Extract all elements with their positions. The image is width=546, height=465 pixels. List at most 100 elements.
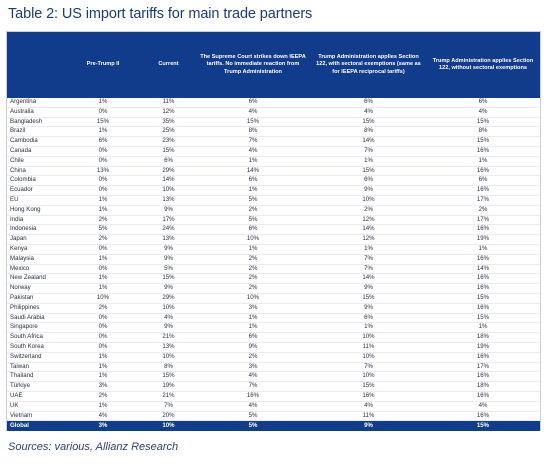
cell-sec122-exempt: 10% [311, 352, 426, 363]
cell-sec122-no-exempt: 15% [426, 136, 540, 147]
cell-scotus: 2% [195, 254, 311, 265]
cell-pre-trump: 0% [64, 107, 142, 118]
cell-current: 15% [142, 371, 195, 383]
cell-country: Saudi Arabia [7, 313, 64, 324]
table-row: Vietnam 4% 20% 5% 11% 16% [7, 411, 540, 422]
table-row: Indonesia 5% 24% 6% 14% 16% [7, 224, 540, 236]
cell-country: Colombia [7, 175, 64, 187]
cell-scotus: 6% [195, 224, 311, 236]
cell-scotus: 3% [195, 362, 311, 373]
cell-pre-trump: 0% [64, 156, 142, 167]
table-row: Ecuador 0% 10% 1% 9% 16% [7, 185, 540, 196]
cell-current: 15% [142, 273, 195, 285]
cell-sec122-no-exempt: 4% [426, 107, 540, 118]
table-row: Mexico 0% 5% 2% 7% 14% [7, 264, 540, 275]
cell-pre-trump: 2% [64, 303, 142, 314]
cell-pre-trump: 1% [64, 254, 142, 265]
cell-scotus: 6% [195, 332, 311, 343]
cell-sec122-no-exempt: 16% [426, 283, 540, 294]
cell-sec122-exempt: 4% [311, 107, 426, 118]
cell-current: 10% [142, 352, 195, 363]
cell-sec122-exempt: 1% [311, 156, 426, 167]
total-cell-sec122-no-exempt: 15% [426, 420, 540, 431]
cell-scotus: 4% [195, 371, 311, 383]
cell-country: UAE [7, 391, 64, 402]
cell-current: 5% [142, 264, 195, 275]
cell-country: Cambodia [7, 136, 64, 147]
table-row: UAE 2% 21% 16% 16% 16% [7, 391, 540, 402]
cell-sec122-exempt: 6% [311, 98, 426, 108]
cell-sec122-exempt: 2% [311, 205, 426, 216]
cell-scotus: 14% [195, 166, 311, 177]
cell-sec122-exempt: 6% [311, 313, 426, 324]
cell-country: New Zealand [7, 273, 64, 285]
cell-sec122-exempt: 15% [311, 293, 426, 304]
cell-current: 24% [142, 224, 195, 236]
cell-current: 13% [142, 234, 195, 245]
table-row: Argentina 1% 11% 6% 6% 6% [7, 98, 540, 108]
cell-country: Mexico [7, 264, 64, 275]
table-row: UK 1% 7% 4% 4% 4% [7, 401, 540, 412]
cell-sec122-no-exempt: 16% [426, 185, 540, 196]
cell-sec122-exempt: 10% [311, 195, 426, 206]
table-row: Bangladesh 15% 35% 15% 15% 15% [7, 117, 540, 128]
cell-sec122-exempt: 14% [311, 136, 426, 147]
table-row: EU 1% 13% 5% 10% 17% [7, 195, 540, 206]
cell-scotus: 2% [195, 205, 311, 216]
cell-sec122-no-exempt: 16% [426, 371, 540, 383]
cell-country: Taiwan [7, 362, 64, 373]
header-section-122-exemptions: Trump Administration applies Section 122… [311, 32, 426, 98]
table-row: Thailand 1% 15% 4% 10% 16% [7, 371, 540, 383]
cell-sec122-no-exempt: 4% [426, 401, 540, 412]
cell-country: Singapore [7, 322, 64, 334]
cell-country: Kenya [7, 244, 64, 255]
total-cell-current: 10% [142, 420, 195, 431]
cell-scotus: 5% [195, 215, 311, 226]
cell-current: 15% [142, 146, 195, 157]
cell-pre-trump: 2% [64, 391, 142, 402]
cell-sec122-exempt: 8% [311, 126, 426, 138]
cell-scotus: 1% [195, 244, 311, 255]
cell-sec122-no-exempt: 1% [426, 244, 540, 255]
cell-sec122-exempt: 1% [311, 322, 426, 334]
cell-sec122-no-exempt: 15% [426, 313, 540, 324]
cell-current: 9% [142, 244, 195, 255]
cell-current: 21% [142, 391, 195, 402]
cell-sec122-no-exempt: 8% [426, 126, 540, 138]
cell-current: 10% [142, 303, 195, 314]
cell-current: 6% [142, 156, 195, 167]
table-row: Australia 0% 12% 4% 4% 4% [7, 107, 540, 118]
cell-pre-trump: 15% [64, 117, 142, 128]
total-row: Global 3% 10% 5% 9% 15% [7, 420, 540, 431]
header-country [7, 32, 64, 98]
cell-pre-trump: 0% [64, 185, 142, 196]
cell-current: 13% [142, 195, 195, 206]
total-cell-pre-trump: 3% [64, 420, 142, 431]
cell-scotus: 1% [195, 313, 311, 324]
table-row: Chile 0% 6% 1% 1% 1% [7, 156, 540, 167]
table-row: Kenya 0% 9% 1% 1% 1% [7, 244, 540, 255]
cell-sec122-exempt: 16% [311, 391, 426, 402]
total-cell-sec122-exempt: 9% [311, 420, 426, 431]
cell-sec122-no-exempt: 14% [426, 264, 540, 275]
cell-current: 35% [142, 117, 195, 128]
table-row: Brazil 1% 25% 8% 8% 8% [7, 126, 540, 138]
cell-current: 29% [142, 293, 195, 304]
table-row: Saudi Arabia 0% 4% 1% 6% 15% [7, 313, 540, 324]
cell-current: 4% [142, 313, 195, 324]
cell-scotus: 2% [195, 352, 311, 363]
cell-sec122-exempt: 9% [311, 303, 426, 314]
cell-pre-trump: 0% [64, 264, 142, 275]
table-row: Cambodia 6% 23% 7% 14% 15% [7, 136, 540, 147]
cell-current: 21% [142, 332, 195, 343]
cell-sec122-exempt: 7% [311, 146, 426, 157]
total-cell-scotus: 5% [195, 420, 311, 431]
cell-country: Switzerland [7, 352, 64, 363]
cell-scotus: 8% [195, 126, 311, 138]
cell-pre-trump: 0% [64, 175, 142, 187]
cell-pre-trump: 6% [64, 136, 142, 147]
cell-country: Japan [7, 234, 64, 245]
table-row: Türkiye 3% 19% 7% 15% 18% [7, 381, 540, 392]
cell-scotus: 7% [195, 136, 311, 147]
cell-sec122-no-exempt: 16% [426, 303, 540, 314]
